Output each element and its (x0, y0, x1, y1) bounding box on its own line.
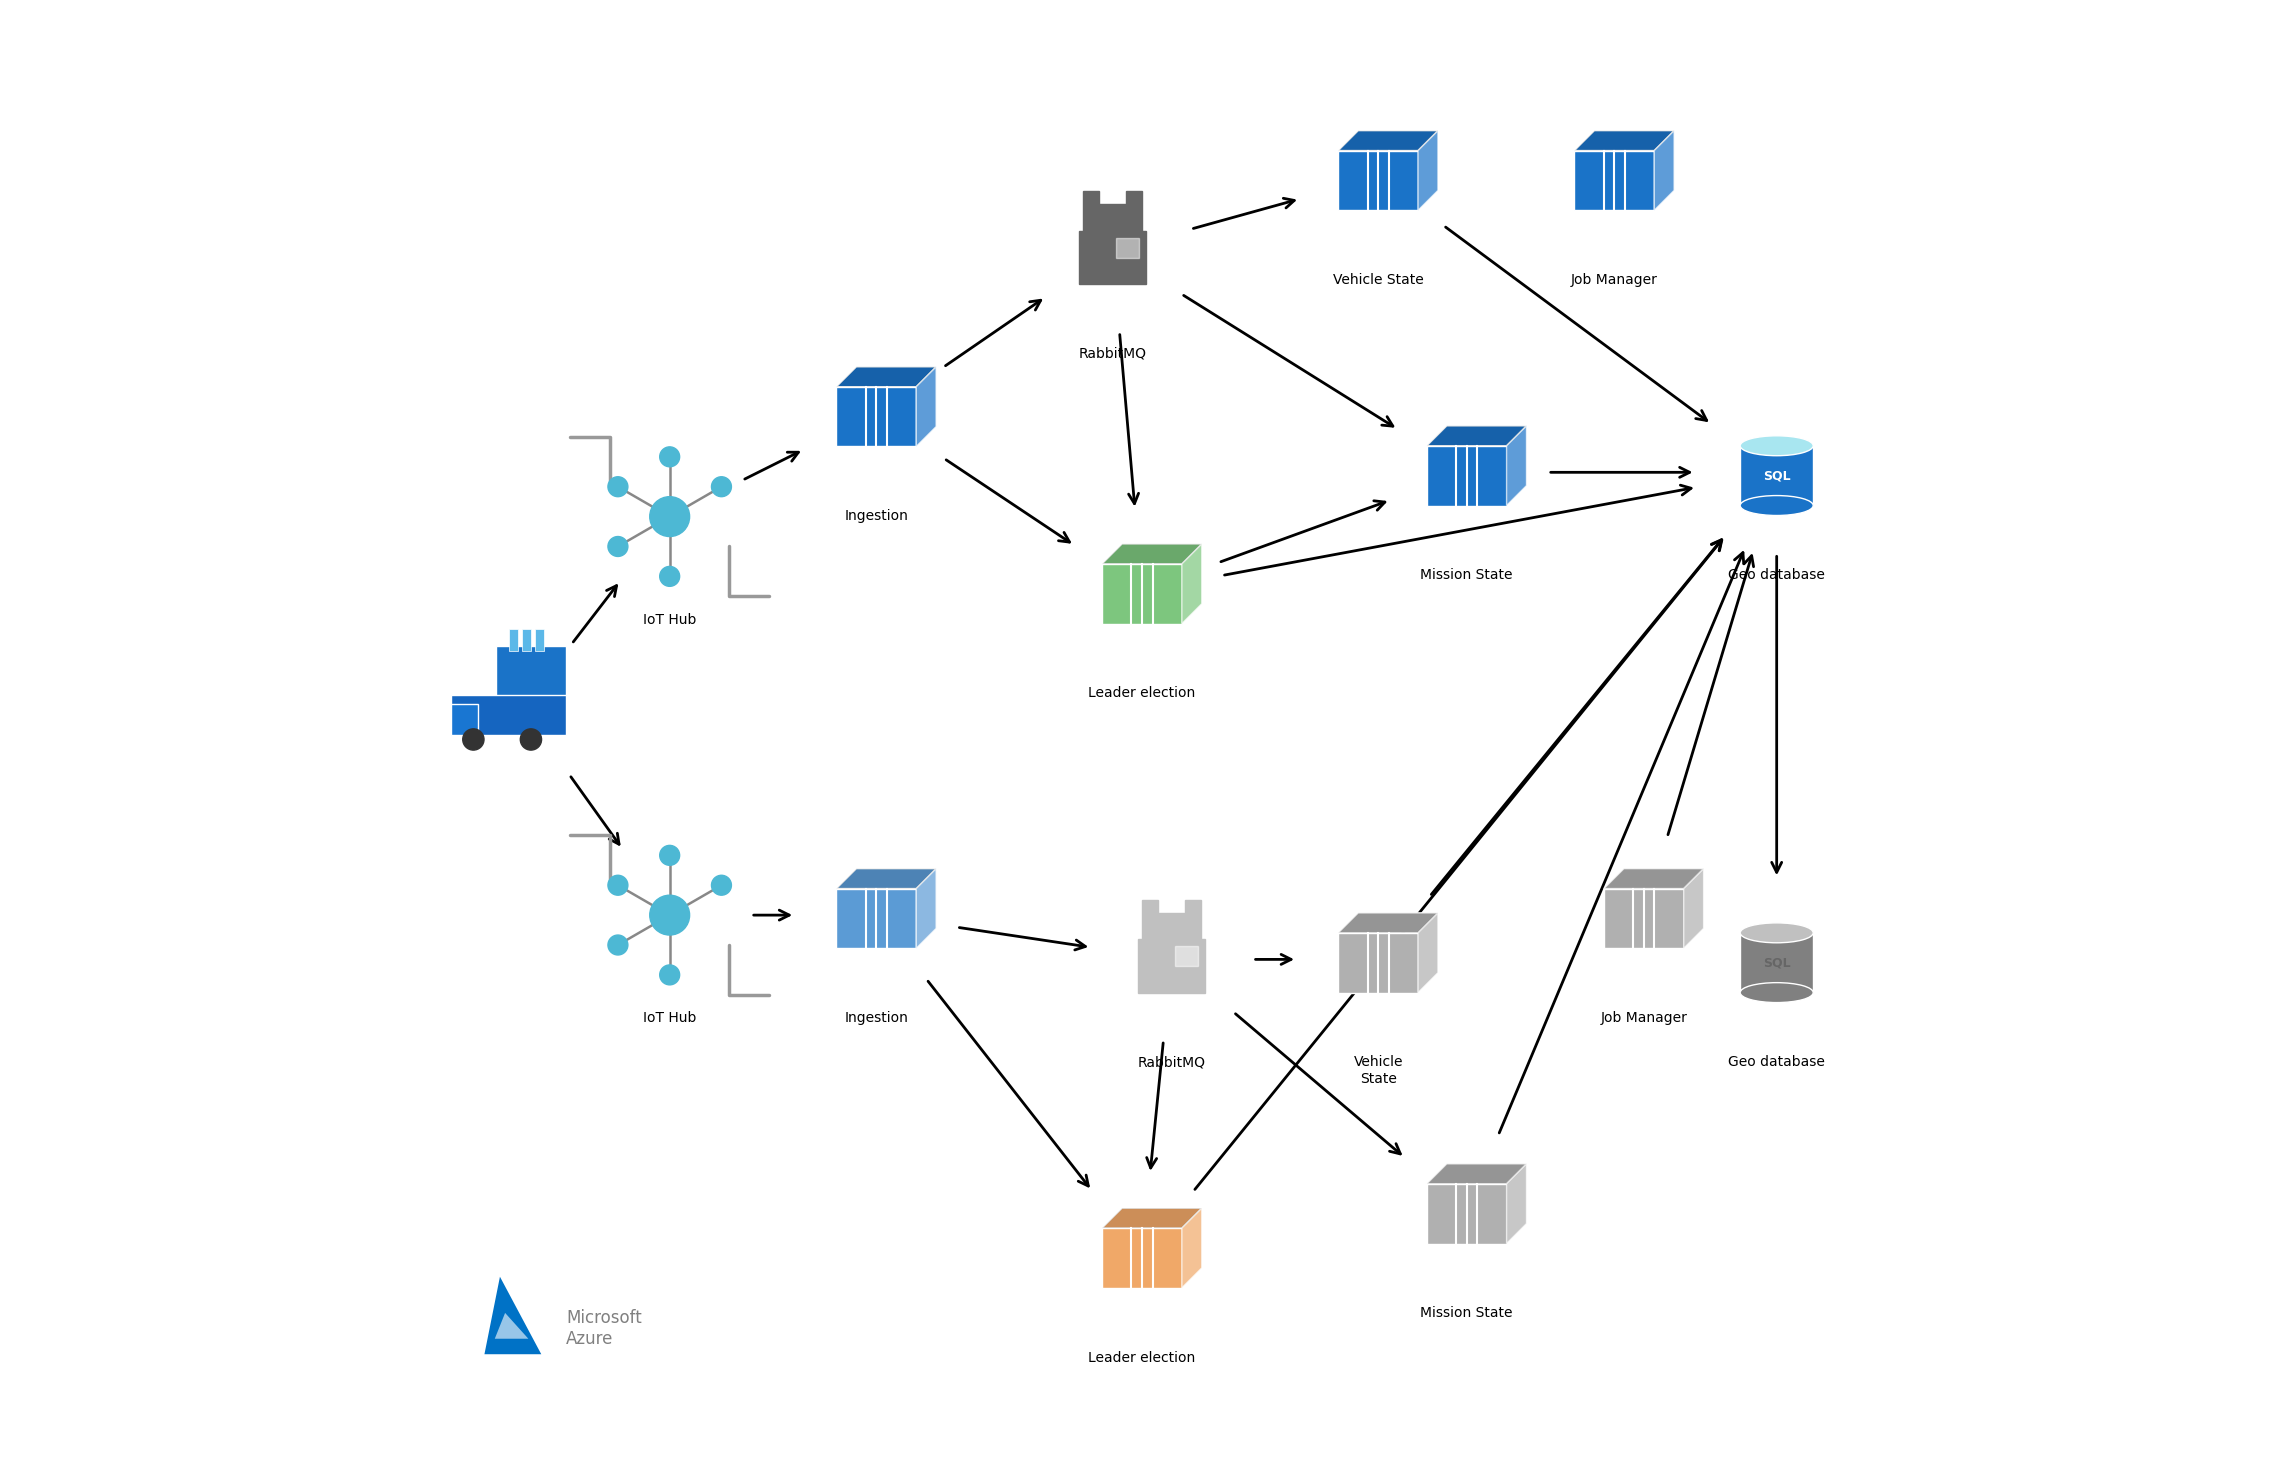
Polygon shape (1740, 446, 1813, 505)
Polygon shape (523, 629, 530, 651)
Polygon shape (1103, 1207, 1201, 1228)
Polygon shape (1142, 900, 1158, 940)
Text: Leader election: Leader election (1089, 1351, 1195, 1364)
Polygon shape (1103, 545, 1201, 564)
Polygon shape (1428, 1165, 1526, 1184)
Polygon shape (1181, 1207, 1201, 1287)
Text: RabbitMQ: RabbitMQ (1137, 1055, 1206, 1069)
Text: Ingestion: Ingestion (845, 509, 909, 523)
Polygon shape (1507, 1165, 1526, 1243)
Circle shape (660, 567, 681, 586)
Polygon shape (1103, 1207, 1201, 1228)
Polygon shape (1603, 868, 1704, 889)
Polygon shape (1083, 192, 1099, 232)
Text: Mission State: Mission State (1421, 1306, 1512, 1320)
Ellipse shape (1740, 983, 1813, 1002)
Polygon shape (1507, 425, 1526, 505)
Polygon shape (1654, 131, 1674, 211)
Polygon shape (1418, 912, 1439, 993)
Polygon shape (452, 695, 566, 735)
Text: Job Manager: Job Manager (1571, 273, 1658, 286)
Polygon shape (1428, 425, 1526, 446)
Polygon shape (496, 646, 566, 700)
Polygon shape (1338, 131, 1439, 151)
Ellipse shape (1740, 435, 1813, 456)
Polygon shape (1117, 238, 1140, 258)
Polygon shape (484, 1277, 541, 1355)
Polygon shape (1181, 545, 1201, 624)
Polygon shape (916, 868, 936, 949)
Circle shape (521, 729, 541, 750)
Circle shape (713, 875, 731, 894)
Polygon shape (1603, 868, 1704, 889)
Polygon shape (1174, 946, 1199, 967)
Circle shape (713, 477, 731, 496)
Circle shape (660, 846, 681, 865)
Polygon shape (836, 868, 936, 889)
Circle shape (608, 875, 628, 894)
Polygon shape (836, 868, 936, 889)
Ellipse shape (1740, 496, 1813, 515)
Polygon shape (452, 704, 477, 735)
Text: RabbitMQ: RabbitMQ (1078, 347, 1147, 360)
Polygon shape (509, 629, 518, 651)
Circle shape (464, 729, 484, 750)
Circle shape (608, 477, 628, 496)
Polygon shape (1740, 933, 1813, 993)
Text: Job Manager: Job Manager (1601, 1011, 1688, 1024)
Polygon shape (1338, 933, 1418, 993)
Text: IoT Hub: IoT Hub (644, 1011, 697, 1024)
Text: Mission State: Mission State (1421, 568, 1512, 582)
Polygon shape (1428, 425, 1526, 446)
Circle shape (660, 447, 681, 466)
Text: Ingestion: Ingestion (845, 1011, 909, 1024)
Polygon shape (1574, 131, 1674, 151)
Polygon shape (1080, 205, 1147, 285)
Polygon shape (1338, 131, 1439, 151)
Polygon shape (1338, 151, 1418, 211)
Polygon shape (1137, 912, 1204, 993)
Polygon shape (1103, 545, 1201, 564)
Text: Geo database: Geo database (1729, 568, 1825, 582)
Polygon shape (836, 368, 936, 387)
Polygon shape (836, 368, 936, 387)
Polygon shape (534, 629, 544, 651)
Ellipse shape (1740, 922, 1813, 943)
Polygon shape (1603, 889, 1683, 949)
Text: Microsoft
Azure: Microsoft Azure (566, 1309, 642, 1348)
Polygon shape (1103, 564, 1181, 624)
Circle shape (608, 537, 628, 556)
Text: Vehicle State: Vehicle State (1334, 273, 1423, 286)
Text: Geo database: Geo database (1729, 1055, 1825, 1069)
Circle shape (608, 936, 628, 955)
Polygon shape (1418, 131, 1439, 211)
Polygon shape (1683, 868, 1704, 949)
Polygon shape (1126, 192, 1142, 232)
Circle shape (649, 894, 690, 936)
Text: Vehicle
State: Vehicle State (1354, 1055, 1402, 1085)
Text: SQL: SQL (1763, 956, 1791, 970)
Polygon shape (1574, 151, 1654, 211)
Text: Leader election: Leader election (1089, 686, 1195, 700)
Polygon shape (1338, 912, 1439, 933)
Polygon shape (1103, 1228, 1181, 1287)
Polygon shape (1428, 1184, 1507, 1243)
Polygon shape (1338, 912, 1439, 933)
Text: SQL: SQL (1763, 469, 1791, 483)
Polygon shape (836, 387, 916, 447)
Polygon shape (916, 368, 936, 447)
Polygon shape (836, 889, 916, 949)
Text: IoT Hub: IoT Hub (644, 613, 697, 626)
Circle shape (649, 496, 690, 537)
Polygon shape (1428, 446, 1507, 505)
Polygon shape (1574, 131, 1674, 151)
Polygon shape (496, 1314, 528, 1339)
Circle shape (660, 965, 681, 984)
Polygon shape (1185, 900, 1201, 940)
Polygon shape (1428, 1165, 1526, 1184)
